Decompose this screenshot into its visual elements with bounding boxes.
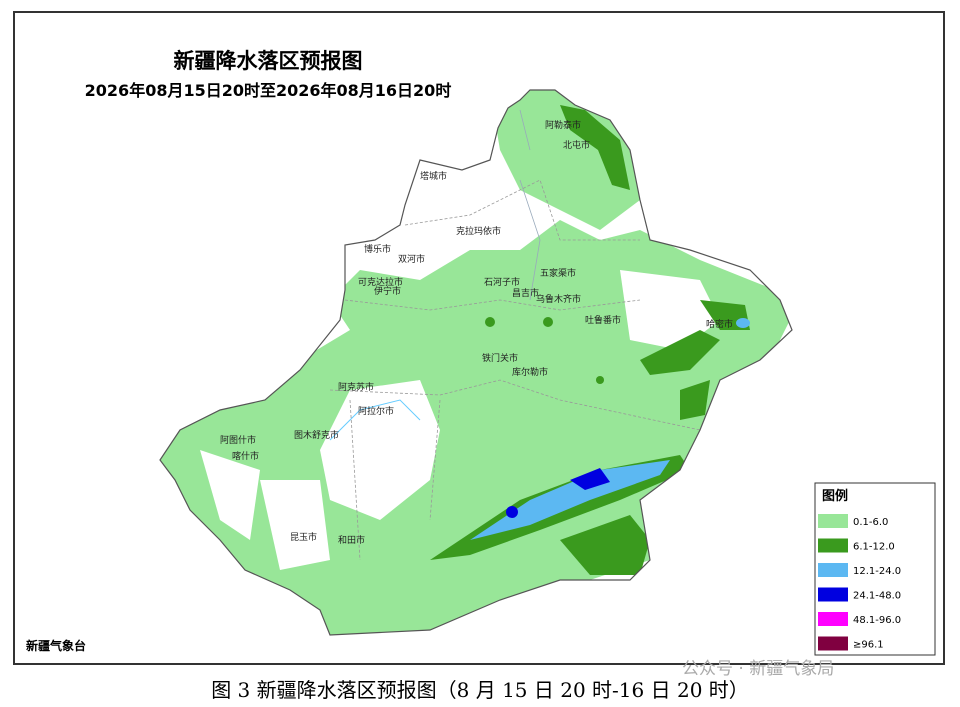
legend-label: ≥96.1: [853, 640, 884, 651]
city: 北屯市: [563, 139, 590, 151]
city: 阿图什市: [220, 434, 256, 446]
city: 阿勒泰市: [545, 119, 581, 131]
legend-swatch: [818, 563, 848, 577]
city: 库尔勒市: [512, 366, 548, 378]
city: 哈密市: [706, 318, 733, 330]
city: 博乐市: [364, 243, 391, 255]
city: 和田市: [338, 534, 365, 546]
legend-title: 图例: [822, 488, 848, 504]
city: 铁门关市: [482, 352, 518, 364]
precip-areas: [160, 90, 792, 635]
city: 乌鲁木齐市: [536, 293, 581, 305]
legend-label: 0.1-6.0: [853, 517, 888, 528]
legend-swatch: [818, 514, 848, 528]
caption: 图 3 新疆降水落区预报图（8 月 15 日 20 时-16 日 20 时）: [211, 678, 749, 702]
city: 伊宁市: [374, 285, 401, 297]
city: 双河市: [398, 253, 425, 265]
legend-swatch: [818, 587, 848, 602]
legend-label: 24.1-48.0: [853, 591, 901, 602]
source: 新疆气象台: [26, 638, 86, 653]
city: 阿拉尔市: [358, 405, 394, 417]
legend-label: 12.1-24.0: [853, 566, 901, 577]
legend-swatch: [818, 612, 848, 626]
city: 克拉玛依市: [456, 225, 501, 237]
legend: 图例 0.1-6.0 6.1-12.0 12.1-24.0 24.1-48.0 48.1…: [814, 482, 936, 656]
city: 石河子市: [484, 276, 520, 288]
watermark: 公众号 · 新疆气象局: [682, 659, 834, 679]
legend-swatch: [818, 636, 848, 651]
city: 昆玉市: [290, 531, 317, 543]
city: 阿克苏市: [338, 381, 374, 393]
legend-label: 48.1-96.0: [853, 615, 901, 626]
city: 喀什市: [232, 450, 259, 462]
map-title: 新疆降水落区预报图: [174, 49, 363, 73]
city: 图木舒克市: [294, 429, 339, 441]
legend-swatch: [818, 538, 848, 553]
boundaries: [329, 179, 701, 561]
map-subtitle: 2026年08月15日20时至2026年08月16日20时: [85, 81, 452, 100]
city: 昌吉市: [512, 287, 539, 299]
city: 可克达拉市: [358, 276, 403, 288]
city-labels: 阿勒泰市 北屯市 塔城市 克拉玛依市 博乐市 双河市 五家渠市 石河子市 昌吉市…: [220, 119, 733, 546]
city: 塔城市: [420, 170, 447, 182]
city: 吐鲁番市: [585, 314, 621, 326]
city: 五家渠市: [540, 267, 576, 279]
legend-label: 6.1-12.0: [853, 542, 895, 553]
